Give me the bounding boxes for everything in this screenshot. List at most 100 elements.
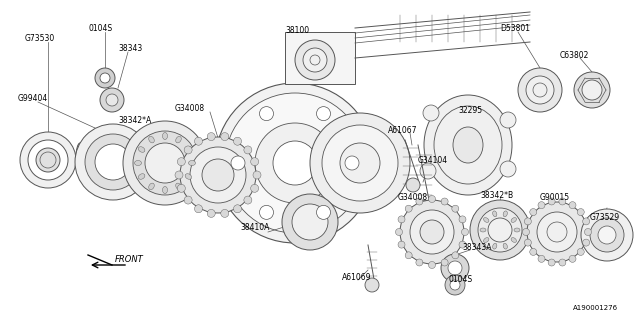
Text: C63802: C63802 [560,51,589,60]
Text: 38100: 38100 [285,26,309,35]
Circle shape [282,194,338,250]
Circle shape [584,228,591,236]
Bar [285,32,355,84]
Circle shape [429,261,435,268]
Ellipse shape [453,127,483,163]
Circle shape [488,218,512,242]
Circle shape [548,198,555,205]
Ellipse shape [148,136,154,143]
Circle shape [448,261,462,275]
Circle shape [527,202,587,262]
Ellipse shape [78,147,82,169]
Circle shape [441,259,448,266]
Ellipse shape [493,243,497,249]
Ellipse shape [185,147,191,152]
Ellipse shape [189,161,195,165]
Circle shape [207,209,215,217]
Ellipse shape [480,228,486,232]
Circle shape [234,205,241,213]
Circle shape [416,198,423,205]
Text: 38343: 38343 [118,44,142,52]
Text: 0104S: 0104S [448,276,472,284]
Circle shape [85,134,141,190]
Text: A190001276: A190001276 [573,305,618,311]
Circle shape [406,178,420,192]
Circle shape [429,196,435,203]
Circle shape [95,144,131,180]
Circle shape [100,88,124,112]
Circle shape [530,248,537,255]
Circle shape [100,73,110,83]
Text: G73530: G73530 [25,34,55,43]
Circle shape [75,124,151,200]
Circle shape [569,202,576,209]
Circle shape [317,205,330,220]
Ellipse shape [176,183,181,190]
Circle shape [295,40,335,80]
Ellipse shape [503,243,508,249]
Circle shape [478,208,522,252]
Circle shape [548,259,555,266]
Circle shape [559,259,566,266]
Text: 38342*A: 38342*A [118,116,151,124]
Circle shape [420,220,444,244]
Circle shape [36,148,60,172]
Circle shape [530,209,537,216]
Circle shape [365,278,379,292]
Circle shape [577,248,584,255]
Text: G73529: G73529 [590,213,620,222]
Ellipse shape [511,218,516,222]
Circle shape [452,205,459,212]
Circle shape [398,241,405,248]
Circle shape [28,140,68,180]
Circle shape [215,83,375,243]
Circle shape [405,252,412,259]
Circle shape [410,210,454,254]
Circle shape [133,131,197,195]
Circle shape [423,105,439,121]
Circle shape [106,94,118,106]
Circle shape [180,137,256,213]
Circle shape [322,125,398,201]
Ellipse shape [148,183,154,190]
Circle shape [221,209,228,217]
Text: G99404: G99404 [18,93,48,102]
Circle shape [522,228,529,236]
Ellipse shape [134,161,141,165]
Circle shape [255,123,335,203]
Circle shape [450,280,460,290]
Ellipse shape [138,147,145,152]
Circle shape [582,239,589,246]
Circle shape [445,275,465,295]
Circle shape [145,143,185,183]
Circle shape [244,146,252,154]
Ellipse shape [424,95,512,195]
Circle shape [461,228,468,236]
Circle shape [582,218,589,225]
Ellipse shape [185,174,191,179]
Circle shape [177,158,186,166]
Circle shape [441,254,469,282]
Circle shape [123,121,207,205]
Ellipse shape [514,228,520,232]
Circle shape [177,184,186,192]
Text: G34104: G34104 [418,156,448,164]
Text: G34008: G34008 [398,194,428,203]
Ellipse shape [163,187,168,194]
Circle shape [459,216,466,223]
Circle shape [590,218,624,252]
Text: 38410A: 38410A [240,223,269,233]
Text: 32295: 32295 [458,106,482,115]
Circle shape [500,112,516,128]
Ellipse shape [493,211,497,217]
Ellipse shape [163,132,168,140]
Ellipse shape [138,174,145,179]
Circle shape [251,158,259,166]
Text: A61067: A61067 [388,125,417,134]
Circle shape [420,163,436,179]
Circle shape [184,196,192,204]
Circle shape [405,205,412,212]
Circle shape [253,171,261,179]
Circle shape [452,252,459,259]
Circle shape [207,132,215,140]
